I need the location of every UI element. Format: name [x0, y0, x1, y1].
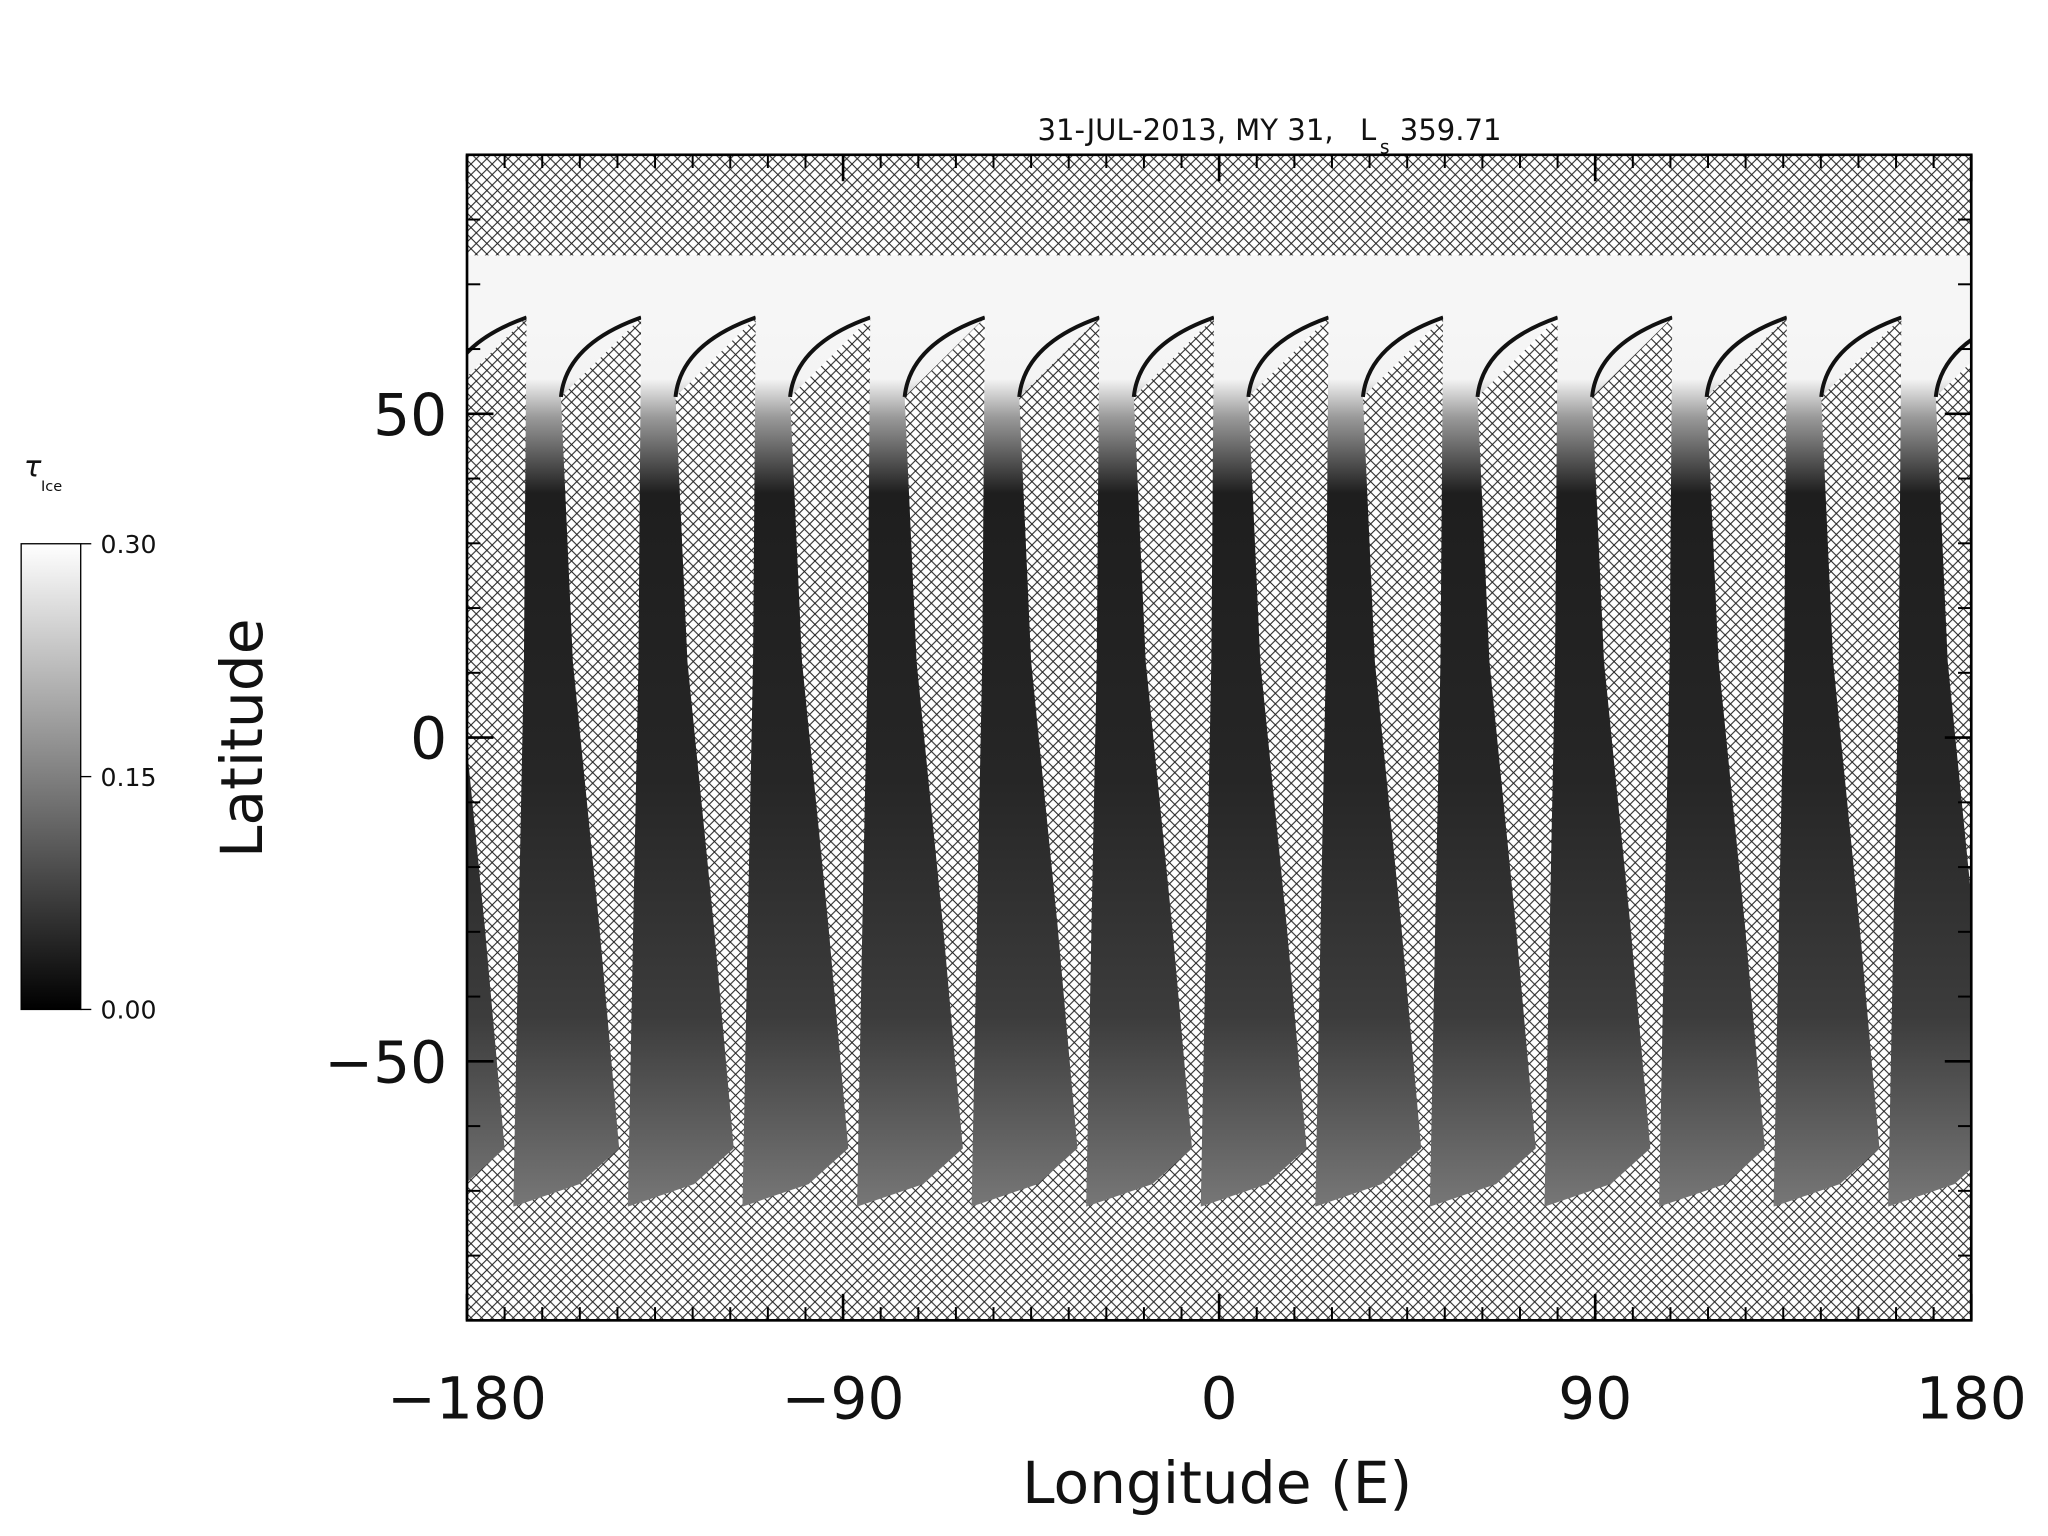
swath	[971, 317, 1100, 1207]
swath	[467, 317, 527, 1183]
swath-edge	[673, 315, 757, 398]
swath-edge	[1819, 315, 1903, 398]
swath	[1086, 317, 1214, 1207]
swath	[742, 317, 871, 1207]
swath-edge	[902, 315, 986, 398]
y-tick-label: 50	[373, 381, 447, 449]
colorbar-tick-label: 0.30	[101, 530, 157, 559]
plot-area	[467, 154, 2048, 1321]
swath-edge	[1475, 315, 1559, 398]
swath	[1544, 317, 1673, 1207]
swath	[1659, 317, 1787, 1207]
swath	[857, 317, 985, 1207]
swath	[513, 317, 642, 1207]
colorbar-tick-label: 0.15	[101, 763, 157, 792]
swath-edge	[1590, 315, 1673, 398]
swath-edge	[1131, 315, 1215, 398]
swath	[1773, 317, 1902, 1207]
swath-edge	[1246, 315, 1330, 398]
colorbar	[20, 543, 82, 1011]
x-tick-label: 90	[1558, 1364, 1632, 1432]
swath	[627, 317, 756, 1207]
polar-band	[467, 255, 1972, 321]
swath-edge	[1360, 315, 1444, 398]
title-subscript: s	[1380, 137, 1390, 158]
x-tick-label: 180	[1916, 1364, 2027, 1432]
swath	[1200, 317, 1329, 1207]
y-axis-title: Latitude	[208, 618, 276, 858]
x-tick-label: −90	[782, 1364, 905, 1432]
title-symbol: L	[1360, 113, 1377, 147]
swath-edge	[467, 315, 528, 356]
swath	[1429, 317, 1558, 1207]
x-tick-label: −180	[387, 1364, 547, 1432]
swath	[1315, 317, 1444, 1207]
title-value: 359.71	[1400, 113, 1502, 147]
colorbar-label: τ	[24, 449, 42, 483]
swath-edge	[558, 315, 642, 398]
colorbar-tick-label: 0.00	[101, 996, 157, 1025]
y-tick-label: −50	[324, 1029, 447, 1097]
swath	[1888, 317, 1972, 1207]
x-axis-title: Longitude (E)	[1022, 1449, 1412, 1517]
x-tick-label: 0	[1201, 1364, 1238, 1432]
swath	[2003, 318, 2048, 1207]
swath-edge	[1017, 315, 1101, 398]
colorbar-label-subscript: Ice	[41, 478, 62, 495]
swath-edge	[1933, 337, 1972, 398]
y-tick-label: 0	[410, 705, 447, 773]
chart-title: 31-JUL-2013, MY 31,	[1037, 113, 1333, 147]
swath-edge	[1704, 315, 1788, 398]
swath-edge	[788, 315, 871, 398]
axes: −180 −90 0 90 180 −50 0 50 Longitude (E) Latitude…	[20, 113, 2027, 1517]
